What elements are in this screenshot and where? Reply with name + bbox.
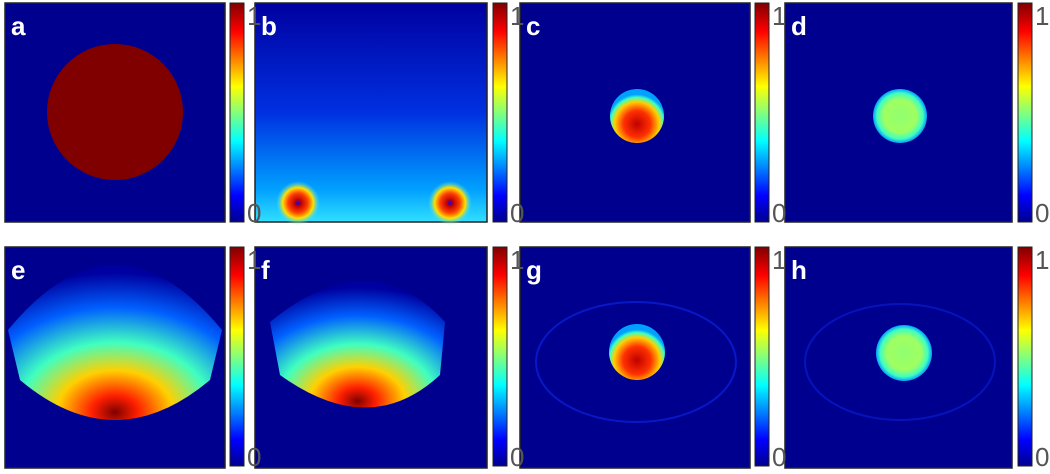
colorbar-min: 0 [510,442,524,472]
colorbar-max: 1 [247,1,261,31]
colorbar-max: 1 [510,1,524,31]
colorbar-max: 1 [772,245,786,275]
disk [47,44,183,180]
panel-label: c [526,11,540,41]
panel-label: f [261,255,270,285]
colorbar [1017,2,1033,223]
image-content [8,44,996,423]
colorbar-min: 0 [247,442,261,472]
field [8,265,222,420]
disk [609,324,665,380]
outline [804,303,996,421]
panel-label: a [11,11,26,41]
colorbar-min: 0 [1035,198,1049,228]
colorbar [492,2,508,223]
field [270,281,445,408]
colorbar-min: 0 [247,198,261,228]
panel-label: b [261,11,277,41]
colorbar-max: 1 [247,245,261,275]
disk [876,325,932,381]
panel-label: g [526,255,542,285]
colorbar-min: 0 [772,198,786,228]
colorbar [754,246,770,467]
hotspot [428,181,472,225]
colorbar-min: 0 [772,442,786,472]
colorbar [492,246,508,467]
disk [610,89,664,143]
colorbar-max: 1 [772,1,786,31]
outline [535,301,737,423]
hotspot [276,181,320,225]
panel-label: e [11,255,25,285]
colorbar-max: 1 [510,245,524,275]
colorbar [229,246,245,467]
colorbar-min: 0 [1035,442,1049,472]
disk [873,89,927,143]
panel-label: d [791,11,807,41]
colorbar-min: 0 [510,198,524,228]
colorbar-max: 1 [1035,245,1049,275]
colorbar [754,2,770,223]
panel-label: h [791,255,807,285]
colorbar-max: 1 [1035,1,1049,31]
labels: a 10b 10c 10d 10e 10f 10g 10h 10 [11,1,1049,472]
colorbar [229,2,245,223]
colorbar [1017,246,1033,467]
